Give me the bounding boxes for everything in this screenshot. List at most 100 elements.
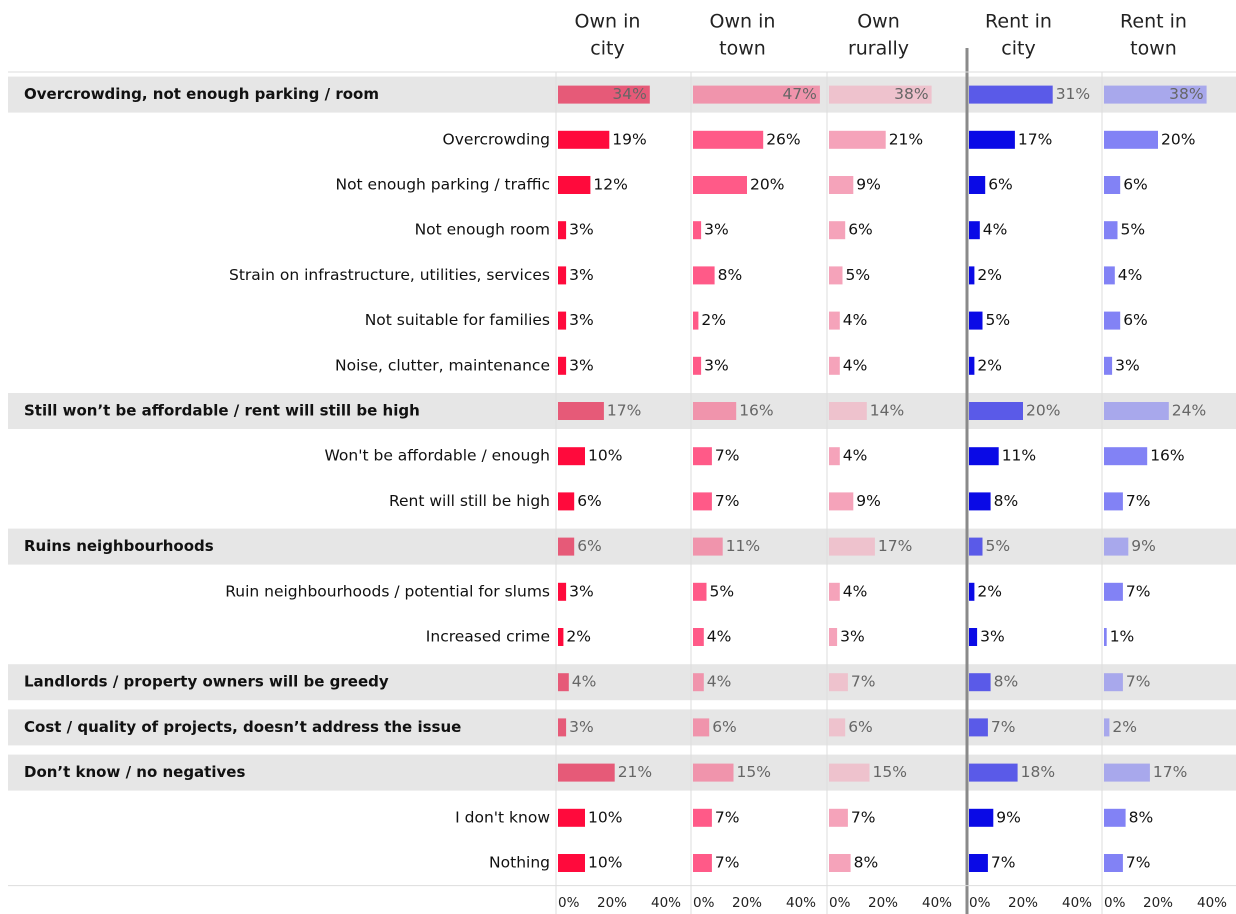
value-label: 7% — [1126, 492, 1151, 510]
bar — [969, 130, 1015, 149]
bar — [829, 628, 838, 646]
value-label: 4% — [843, 356, 868, 374]
value-label: 8% — [994, 673, 1019, 691]
series-name: town — [719, 38, 766, 60]
series-name: rurally — [848, 38, 909, 60]
value-label: 15% — [873, 763, 907, 781]
bar — [558, 402, 604, 420]
value-label: 7% — [991, 854, 1016, 872]
value-label: 7% — [1126, 582, 1151, 600]
value-label: 6% — [1123, 176, 1148, 194]
value-label: 2% — [977, 582, 1002, 600]
value-label: 5% — [986, 311, 1011, 329]
category-label: Increased crime — [426, 628, 550, 646]
header-band — [8, 528, 1236, 565]
bar — [969, 628, 978, 646]
value-label: 6% — [712, 718, 737, 736]
bar — [1104, 176, 1121, 194]
value-label: 7% — [991, 718, 1016, 736]
bar — [1104, 537, 1129, 556]
value-label: 10% — [588, 447, 622, 465]
bar — [969, 402, 1023, 420]
x-tick-label: 40% — [1197, 895, 1227, 911]
bar — [693, 221, 702, 240]
bar — [829, 221, 846, 240]
value-label: 3% — [569, 311, 594, 329]
value-label: 9% — [856, 492, 881, 510]
value-label: 16% — [739, 402, 773, 420]
bar — [969, 537, 983, 556]
bar — [1104, 447, 1148, 466]
x-tick-label: 0% — [829, 895, 851, 911]
x-tick-label: 40% — [922, 895, 952, 911]
bar — [829, 492, 854, 511]
bar — [829, 537, 875, 556]
x-tick-label: 40% — [651, 895, 681, 911]
bar — [829, 176, 854, 194]
bar — [1104, 582, 1123, 601]
value-label: 9% — [996, 808, 1021, 826]
bar — [693, 763, 734, 782]
value-label: 15% — [737, 763, 771, 781]
value-label: 7% — [715, 808, 740, 826]
bar — [1104, 492, 1123, 511]
bar — [829, 854, 851, 872]
bar — [969, 854, 988, 872]
category-label: Nothing — [489, 854, 550, 872]
bar — [969, 582, 975, 601]
bar — [1104, 763, 1150, 782]
value-label: 11% — [726, 537, 760, 555]
value-label: 7% — [1126, 673, 1151, 691]
value-label: 5% — [710, 582, 735, 600]
bar — [969, 176, 986, 194]
value-label: 3% — [569, 718, 594, 736]
value-label: 4% — [1118, 266, 1143, 284]
value-label: 6% — [577, 492, 602, 510]
bar — [829, 673, 848, 692]
x-tick-label: 0% — [693, 895, 715, 911]
bar — [693, 356, 702, 375]
category-label: Not enough parking / traffic — [335, 176, 550, 194]
bar — [558, 854, 585, 872]
value-label: 31% — [1056, 85, 1090, 103]
value-label: 12% — [593, 176, 627, 194]
bar — [1104, 718, 1110, 737]
value-label: 20% — [750, 176, 784, 194]
value-label: 19% — [612, 130, 646, 148]
bar — [693, 673, 704, 692]
value-label: 24% — [1172, 402, 1206, 420]
value-label: 8% — [1129, 808, 1154, 826]
value-label: 7% — [1126, 854, 1151, 872]
series-name: Own in — [710, 11, 776, 33]
bar — [693, 718, 710, 737]
value-label: 8% — [994, 492, 1019, 510]
bar — [1104, 854, 1123, 872]
value-label: 8% — [854, 854, 879, 872]
value-label: 17% — [1153, 763, 1187, 781]
category-label: Overcrowding — [443, 130, 550, 148]
value-label: 34% — [612, 85, 646, 103]
header-band — [8, 754, 1236, 791]
value-label: 11% — [1002, 447, 1036, 465]
value-label: 4% — [707, 628, 732, 646]
bar — [829, 718, 846, 737]
category-label: Strain on infrastructure, utilities, ser… — [229, 266, 550, 284]
x-tick-label: 0% — [1104, 895, 1126, 911]
value-label: 5% — [1121, 221, 1146, 239]
value-label: 9% — [856, 176, 881, 194]
bar — [829, 85, 932, 104]
bar — [1104, 85, 1207, 104]
value-label: 18% — [1021, 763, 1055, 781]
series-name: Own in — [575, 11, 641, 33]
value-label: 8% — [718, 266, 743, 284]
value-label: 20% — [1161, 130, 1195, 148]
x-tick-label: 20% — [597, 895, 627, 911]
x-tick-label: 20% — [1143, 895, 1173, 911]
category-label: Won't be affordable / enough — [325, 447, 550, 465]
x-tick-label: 20% — [732, 895, 762, 911]
value-label: 3% — [569, 221, 594, 239]
bar — [969, 221, 980, 240]
value-label: 2% — [977, 356, 1002, 374]
bar — [969, 808, 994, 827]
